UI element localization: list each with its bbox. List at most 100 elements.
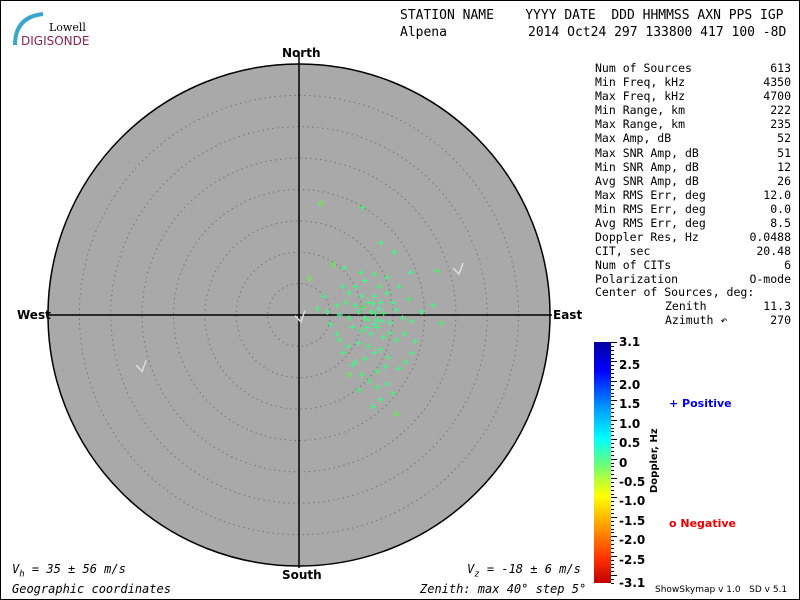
source-positive — [386, 329, 393, 336]
doppler-colorbar — [594, 342, 611, 583]
colorbar-tick — [611, 427, 614, 429]
azimuth-label: Azimuth — [665, 313, 714, 328]
colorbar-tick-label: 0.5 — [619, 436, 641, 451]
source-positive — [349, 324, 356, 331]
source-positive — [393, 337, 400, 344]
plus-icon: + — [669, 397, 683, 410]
colorbar-tick — [611, 431, 614, 433]
source-positive — [344, 343, 351, 350]
source-positive — [361, 315, 368, 322]
source-negative — [346, 372, 352, 378]
colorbar-tick — [611, 408, 614, 410]
colorbar-tick — [611, 555, 617, 557]
stat-label: Max Freq, kHz — [595, 89, 686, 104]
source-positive — [346, 315, 353, 322]
source-positive — [327, 321, 334, 328]
colorbar-tick — [611, 528, 614, 530]
colorbar-tick — [611, 361, 617, 363]
colorbar-tick — [611, 353, 614, 355]
source-positive — [377, 299, 384, 306]
colorbar-tick — [611, 380, 617, 382]
colorbar-tick — [611, 450, 614, 452]
coordinate-system: Geographic coordinates — [12, 582, 171, 596]
source-positive — [358, 371, 365, 378]
source-positive — [341, 264, 348, 271]
colorbar-tick — [611, 489, 614, 491]
vertical-velocity: Vz = -18 ± 6 m/s — [467, 562, 581, 580]
colorbar-tick — [611, 567, 614, 569]
colorbar-tick — [611, 415, 614, 417]
statistics-table: Num of Sources 613 Min Freq, kHz 4350 Max Fr… — [595, 61, 791, 287]
header-labels: STATION NAME YYYY DATE DDD HHMMSS AXN PP… — [400, 8, 784, 23]
source-positive — [324, 308, 331, 315]
source-positive — [360, 304, 367, 311]
source-positive — [365, 317, 372, 324]
colorbar-tick — [611, 423, 614, 425]
stat-value: 235 — [770, 117, 791, 132]
colorbar-tick — [611, 571, 614, 573]
legend-positive-label: Positive — [682, 397, 732, 410]
source-positive — [374, 324, 381, 331]
source-negative — [393, 411, 399, 417]
source-positive — [352, 302, 359, 309]
colorbar-tick-label: 0 — [619, 455, 628, 470]
stat-label: Max SNR Amp, dB — [595, 145, 699, 160]
colorbar-tick — [611, 454, 614, 456]
source-positive — [377, 396, 384, 403]
stat-row: Avg SNR Amp, dB 26 — [595, 174, 791, 188]
digisonde-logo: Lowell DIGISONDE — [11, 11, 89, 51]
colorbar-tick-label: -3.1 — [619, 576, 646, 590]
source-positive — [408, 318, 415, 325]
source-positive — [355, 387, 362, 394]
wind-vector-icon — [452, 262, 464, 276]
source-positive — [396, 283, 403, 290]
colorbar-tick — [611, 536, 617, 538]
center-of-sources: Center of Sources, deg: Zenith 11.3 Azimu… — [595, 285, 791, 327]
source-positive — [352, 283, 359, 290]
source-positive — [401, 330, 408, 337]
stat-row: Min Range, km 222 — [595, 103, 791, 117]
stat-value: O-mode — [749, 272, 791, 287]
source-positive — [371, 271, 378, 278]
colorbar-tick — [611, 439, 617, 441]
source-positive — [321, 293, 328, 300]
source-positive — [333, 330, 340, 337]
colorbar-tick — [611, 435, 614, 437]
source-positive — [371, 293, 378, 300]
stat-row: Max Amp, dB 52 — [595, 131, 791, 145]
colorbar-tick — [611, 540, 614, 542]
source-positive — [383, 274, 390, 281]
source-positive — [358, 327, 365, 334]
colorbar-tick — [611, 458, 617, 460]
source-positive — [336, 312, 343, 318]
colorbar-ticks: 3.1 2.5 2.0 1.5 1.0 0.5 0 -0.5 -1.0 -1.5 -2.0 -2.5 -… — [611, 335, 651, 590]
source-positive — [430, 301, 437, 308]
colorbar-tick — [611, 551, 614, 553]
stat-label: Num of Sources — [595, 61, 692, 75]
colorbar-tick — [611, 474, 614, 476]
source-positive — [383, 290, 390, 297]
stat-value: 4700 — [763, 89, 791, 104]
source-positive — [385, 354, 392, 361]
source-positive — [355, 340, 362, 347]
colorbar-title: Doppler, Hz — [649, 428, 660, 493]
zenith-value: 11.3 — [763, 299, 791, 314]
source-positive — [391, 249, 398, 256]
stat-row: Max Freq, kHz 4700 — [595, 89, 791, 103]
azimuth-value: 270 — [770, 313, 791, 328]
legend-negative-label: Negative — [680, 517, 737, 530]
stat-value: 4350 — [763, 75, 791, 90]
skymap-plot — [46, 52, 552, 568]
colorbar-tick — [611, 349, 614, 351]
source-positive — [361, 277, 368, 284]
stat-label: Avg SNR Amp, dB — [595, 173, 699, 188]
logo-text-top: Lowell — [49, 21, 86, 34]
colorbar-tick — [611, 342, 617, 343]
north-label: North — [282, 46, 321, 60]
source-positive — [399, 315, 406, 322]
source-positive — [380, 333, 387, 340]
source-positive — [352, 359, 359, 366]
source-positive — [343, 299, 350, 306]
source-positive — [396, 365, 403, 372]
